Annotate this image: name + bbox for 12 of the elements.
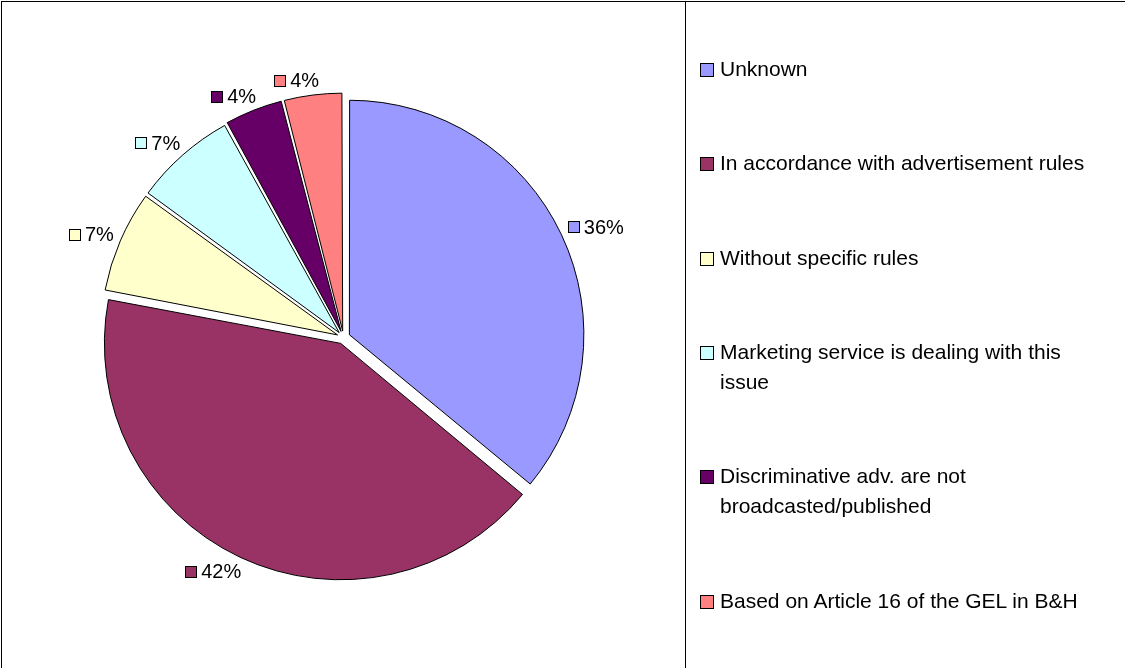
data-label: 4% — [290, 69, 320, 92]
data-label: 7% — [84, 223, 115, 246]
legend-label: Without specific rules — [720, 244, 919, 271]
data-label: 7% — [151, 131, 181, 154]
legend-label: Unknown — [720, 56, 808, 83]
data-label: 36% — [583, 215, 625, 238]
legend-label: Discriminative adv. are not broadcasted/published — [720, 463, 967, 520]
legend-label: Marketing service is dealing with this issue — [720, 339, 1062, 396]
legend-label: In accordance with advertisement rules — [720, 150, 1085, 177]
legend-label: Based on Article 16 of the GEL in B&H — [720, 587, 1078, 614]
data-label: 4% — [227, 85, 257, 108]
data-label: 42% — [201, 560, 242, 583]
